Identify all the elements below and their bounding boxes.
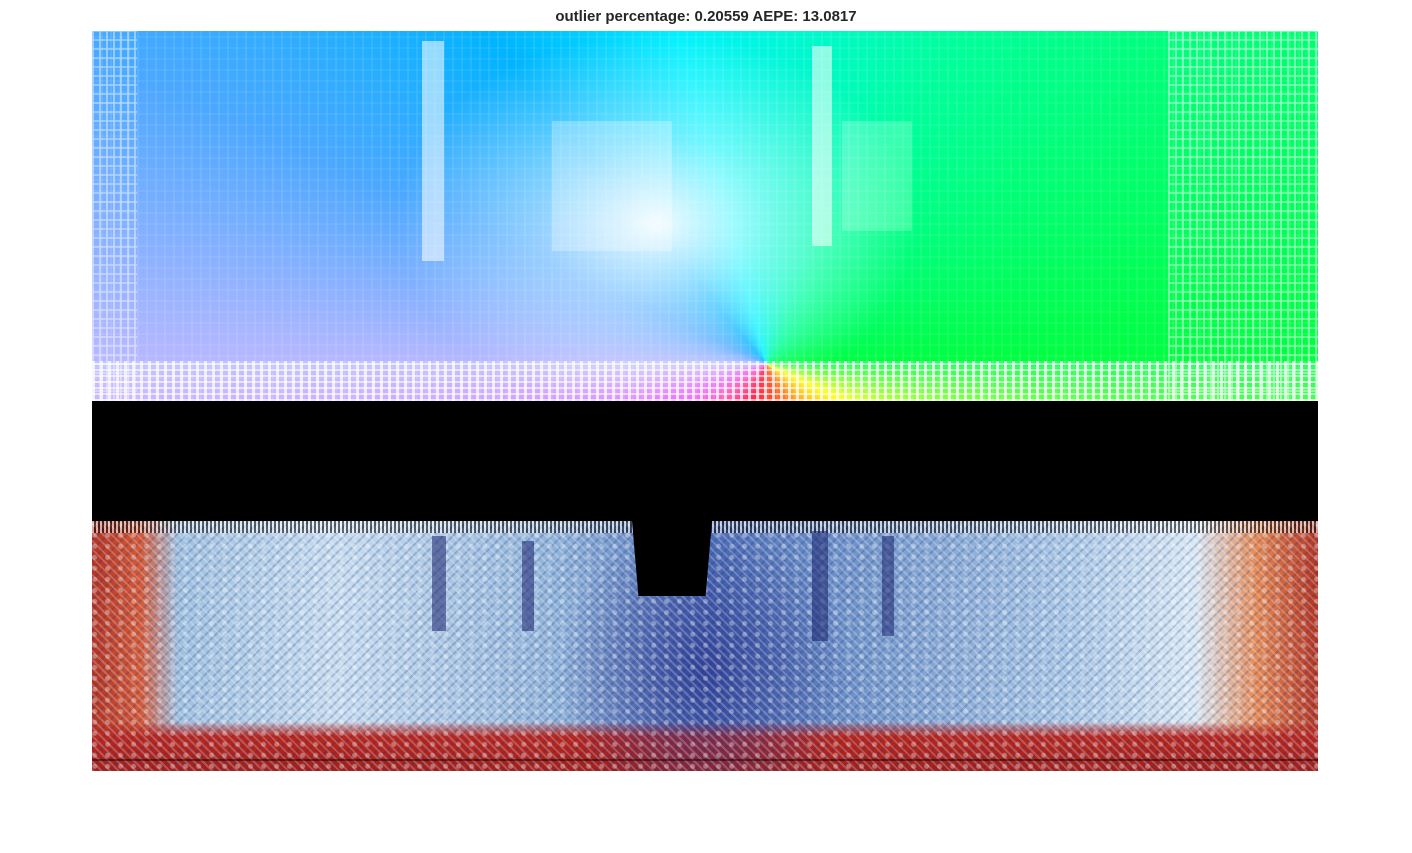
error-structure-post-mid <box>522 541 534 631</box>
flow-bottom-artifacts <box>92 361 1318 401</box>
error-structure-post-left <box>432 536 446 631</box>
error-visualization <box>92 521 1318 771</box>
error-bottom-line <box>92 759 1318 761</box>
error-invalid-notch <box>632 521 712 596</box>
flow-visualization <box>92 31 1318 401</box>
flow-structure-pillar-left <box>422 41 444 261</box>
invalid-region <box>92 401 1318 523</box>
image-axes <box>92 31 1318 771</box>
flow-structure-frame <box>842 121 912 231</box>
flow-texture <box>92 31 1318 401</box>
error-structure-post-right <box>812 531 828 641</box>
flow-left-artifacts <box>92 31 137 401</box>
flow-structure-pillar-right <box>812 46 832 246</box>
figure-title: outlier percentage: 0.20559 AEPE: 13.081… <box>555 8 857 25</box>
flow-right-artifacts <box>1168 31 1318 401</box>
flow-structure-block <box>552 121 672 251</box>
error-structure-post-far <box>882 536 894 636</box>
